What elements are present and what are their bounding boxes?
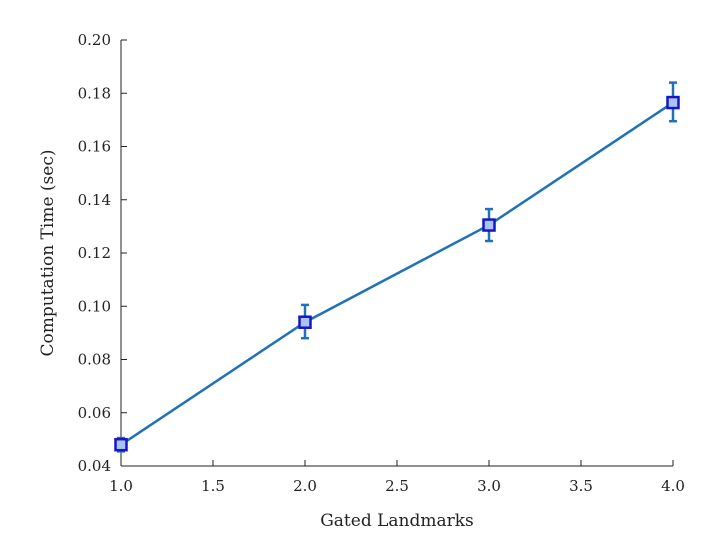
y-tick-label: 0.04: [78, 457, 111, 475]
y-axis-title: Computation Time (sec): [38, 150, 58, 357]
plot-area: [114, 81, 680, 453]
x-axis-title: Gated Landmarks: [320, 511, 474, 531]
y-tick-label: 0.16: [78, 138, 111, 156]
series-line: [120, 101, 674, 446]
x-ticks: 1.0 1.5 2.0 2.5 3.0 3.5 4.0: [109, 460, 685, 495]
y-tick-label: 0.14: [78, 191, 111, 209]
axes: [120, 40, 673, 467]
y-tick-label: 0.12: [78, 244, 111, 262]
y-tick-label: 0.06: [78, 404, 111, 422]
y-tick-label: 0.10: [78, 297, 111, 315]
x-tick-label: 3.0: [477, 477, 501, 495]
data-point-marker: [298, 315, 312, 329]
x-tick-label: 3.5: [569, 477, 593, 495]
data-point-marker: [666, 95, 680, 110]
x-tick-label: 2.0: [293, 477, 317, 495]
data-point-marker: [482, 218, 496, 232]
y-ticks: 0.04 0.06 0.08 0.10 0.12 0.14 0.16 0.18 0.20: [78, 31, 127, 475]
x-tick-label: 1.0: [109, 477, 133, 495]
data-point-marker: [114, 437, 128, 452]
y-tick-label: 0.20: [78, 31, 111, 49]
x-tick-label: 2.5: [385, 477, 409, 495]
y-tick-label: 0.18: [78, 84, 111, 102]
x-tick-label: 4.0: [661, 477, 685, 495]
x-tick-label: 1.5: [201, 477, 225, 495]
y-tick-label: 0.08: [78, 351, 111, 369]
